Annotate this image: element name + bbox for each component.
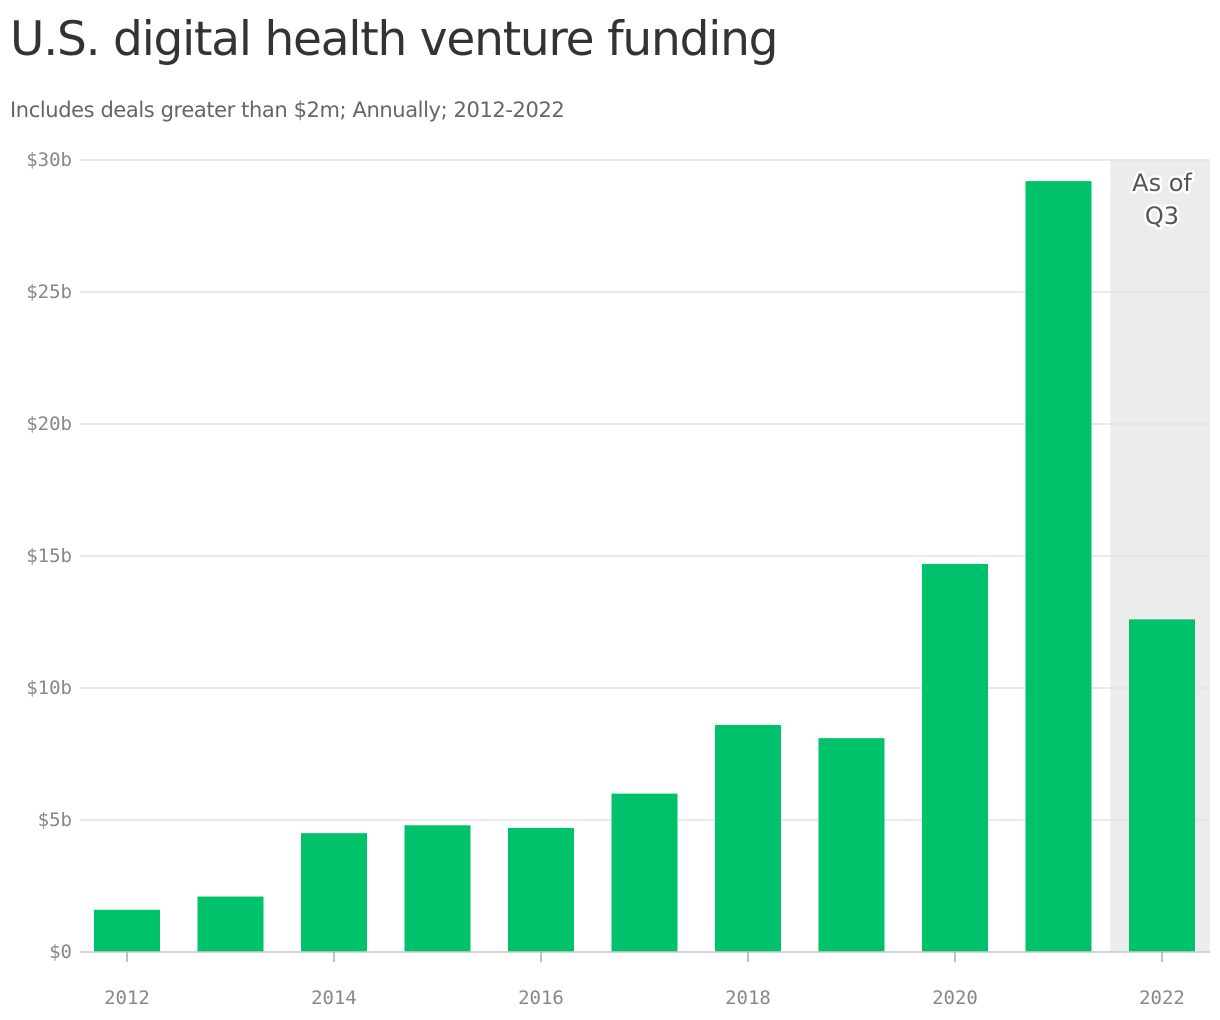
x-tick-label: 2020 — [932, 987, 978, 1009]
x-tick-label: 2022 — [1139, 987, 1185, 1009]
y-tick-label: $5b — [38, 809, 72, 831]
x-tick-label: 2016 — [518, 987, 564, 1009]
x-tick-label: 2012 — [104, 987, 150, 1009]
bar-2018 — [715, 724, 781, 952]
bar-2021 — [1025, 181, 1092, 952]
bar-2020 — [922, 563, 988, 952]
y-tick-label: $25b — [26, 281, 72, 303]
y-tick-label: $10b — [26, 677, 72, 699]
bar-2012 — [94, 909, 160, 952]
y-tick-label: $15b — [26, 545, 72, 567]
bar-2014 — [301, 833, 367, 952]
bar-2015 — [404, 825, 471, 952]
y-tick-label: $0 — [49, 941, 72, 963]
x-tick-label: 2014 — [311, 987, 357, 1009]
bar-2016 — [508, 827, 574, 952]
bar-2022 — [1129, 619, 1195, 952]
x-tick-label: 2018 — [725, 987, 771, 1009]
y-tick-label: $20b — [26, 413, 72, 435]
annotation-label: As of — [1132, 169, 1192, 197]
bar-2019 — [818, 738, 885, 952]
y-tick-label: $30b — [26, 149, 72, 171]
chart-subtitle: Includes deals greater than $2m; Annuall… — [10, 98, 565, 122]
bar-2013 — [197, 896, 264, 952]
bar-2017 — [611, 793, 678, 952]
annotation-label: Q3 — [1145, 202, 1179, 230]
chart-title: U.S. digital health venture funding — [10, 12, 779, 67]
